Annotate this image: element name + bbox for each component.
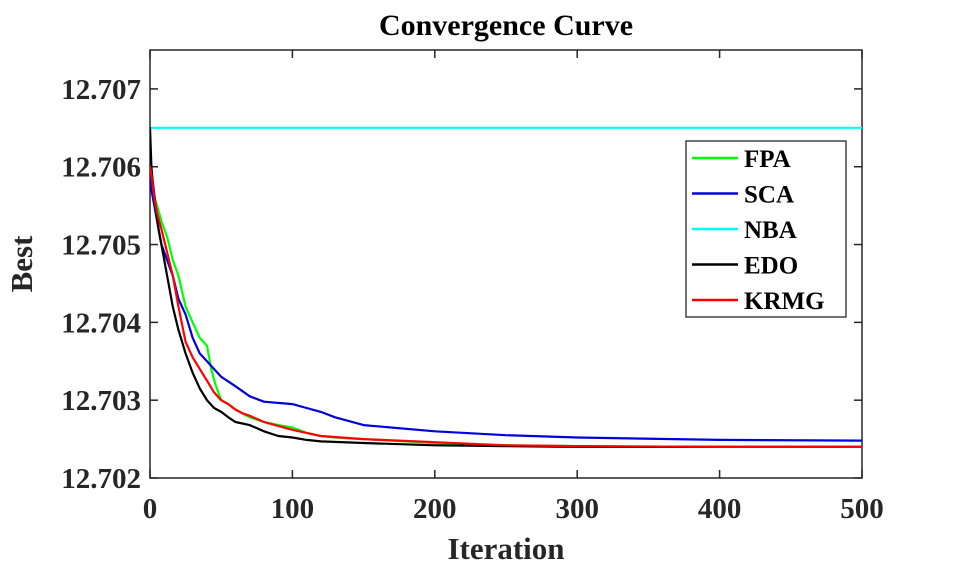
legend-label-sca: SCA [744, 182, 794, 209]
legend-label-krmg: KRMG [744, 288, 825, 315]
legend-label-fpa: FPA [744, 146, 791, 173]
legend-label-edo: EDO [744, 253, 798, 280]
y-tick-label: 12.703 [61, 385, 141, 417]
x-axis-label: Iteration [447, 531, 564, 566]
x-tick-label: 300 [555, 493, 599, 525]
series-line-edo [150, 126, 862, 448]
y-tick-label: 12.705 [61, 230, 141, 262]
x-tick-label: 500 [840, 493, 884, 525]
plot-area: 0 100 200 300 400 500 12.702 12.703 12.704 12.705… [61, 49, 884, 525]
legend: FPA SCA NBA EDO KRMG [685, 140, 847, 318]
y-tick-label: 12.704 [61, 307, 141, 339]
legend-label-nba: NBA [744, 217, 797, 244]
plot-frame [149, 49, 863, 479]
x-tick-label: 100 [271, 493, 315, 525]
x-tick-label: 400 [698, 493, 742, 525]
series-group [150, 126, 862, 448]
chart-title: Convergence Curve [379, 9, 633, 42]
y-axis-label: Best [4, 235, 39, 293]
x-tick-label: 200 [413, 493, 457, 525]
x-tick-label: 0 [143, 493, 158, 525]
y-tick-label: 12.706 [61, 152, 141, 184]
y-tick-label: 12.707 [61, 74, 141, 106]
series-line-krmg [150, 165, 862, 448]
y-tick-label: 12.702 [61, 463, 141, 495]
